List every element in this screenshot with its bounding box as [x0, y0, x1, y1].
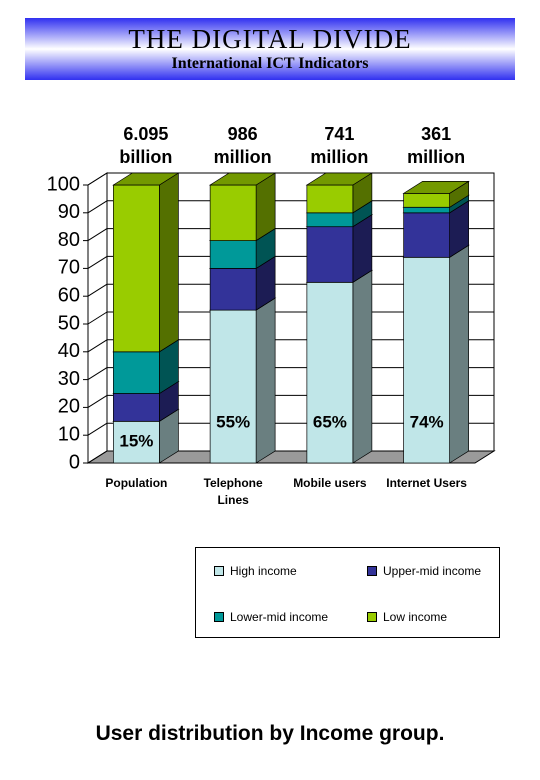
bar-front	[306, 281, 354, 464]
x-tick-label: Internet Users	[386, 476, 467, 490]
bar-front	[209, 309, 257, 464]
value-label: 74%	[410, 412, 444, 431]
bar-side	[255, 297, 276, 464]
y-tick-label: 30	[58, 368, 80, 390]
bar-top	[402, 180, 470, 194]
legend-label: Lower-mid income	[230, 610, 329, 624]
grid-line	[87, 367, 108, 381]
grid-line	[87, 255, 108, 269]
legend-item: Upper-mid income	[367, 564, 481, 578]
bar-top	[305, 172, 374, 186]
grid-line	[87, 339, 108, 353]
bar-front	[209, 268, 257, 311]
value-label: 15%	[119, 432, 153, 451]
bar-front	[306, 226, 354, 283]
chart-subtitle: International ICT Indicators	[171, 55, 369, 72]
grid-line	[87, 450, 108, 464]
grid-line	[87, 200, 108, 214]
legend-label: Low income	[383, 610, 448, 624]
caption: User distribution by Income group.	[95, 722, 445, 745]
bar-segment	[208, 172, 277, 242]
bar-top	[208, 172, 277, 186]
bar-front	[403, 192, 450, 208]
bar-front	[113, 393, 160, 422]
grid-line	[87, 311, 108, 325]
legend-swatch	[214, 566, 224, 576]
bar-top-label: 361 million	[407, 124, 466, 167]
legend-item: High income	[214, 564, 297, 578]
y-tick-label: 100	[47, 173, 80, 195]
legend-swatch	[214, 612, 224, 622]
y-tick-label: 40	[58, 340, 80, 362]
bar-front	[403, 206, 450, 214]
bar-front	[113, 184, 160, 353]
bar-side	[159, 172, 179, 353]
bar-top-label: 986 million	[213, 124, 272, 167]
y-tick-label: 60	[58, 284, 80, 306]
legend-swatch	[367, 566, 377, 576]
bar-front	[209, 240, 257, 269]
bar-top	[112, 172, 180, 186]
grid-line	[87, 394, 108, 408]
bar-front	[306, 184, 354, 214]
grid-line	[87, 172, 108, 186]
bar-front	[403, 256, 450, 464]
y-tick-label: 50	[58, 312, 80, 334]
y-tick-label: 80	[58, 229, 80, 251]
bar-side	[352, 269, 373, 464]
bar-front	[403, 212, 450, 258]
value-label: 65%	[313, 412, 347, 431]
grid-line	[87, 422, 108, 436]
x-tick-label: Population	[105, 476, 168, 490]
bar-top-label: 741 million	[310, 124, 369, 167]
header-band: THE DIGITAL DIVIDE International ICT Ind…	[25, 18, 515, 80]
legend-label: High income	[230, 564, 297, 578]
bar-side	[449, 244, 469, 464]
legend-swatch	[367, 612, 377, 622]
bar-segment	[305, 172, 374, 214]
grid-line	[87, 283, 108, 297]
y-tick-label: 90	[58, 201, 80, 223]
bar-front	[306, 212, 354, 228]
chart: 0 10 20 30 40 50 60 70 80 90 100 15% 55% 65% 74%	[47, 172, 496, 473]
bar-segment	[208, 297, 277, 464]
legend: High income Upper-mid income Lower-mid inc…	[195, 547, 500, 638]
bar-segment	[112, 172, 180, 353]
bar-front	[209, 184, 257, 241]
legend-label: Upper-mid income	[383, 564, 482, 578]
bar-front	[113, 351, 160, 394]
y-tick-label: 10	[58, 423, 80, 445]
y-tick-label: 20	[58, 396, 80, 418]
bar-segment	[402, 180, 470, 208]
legend-item: Lower-mid income	[214, 610, 328, 624]
chart-title: THE DIGITAL DIVIDE	[128, 24, 412, 54]
y-tick-label: 0	[69, 451, 80, 473]
value-label: 55%	[216, 412, 250, 431]
y-tick-label: 70	[58, 257, 80, 279]
legend-item: Low income	[367, 610, 447, 624]
bar-segment	[305, 269, 374, 464]
grid-line	[87, 228, 108, 242]
x-tick-label: Telephone Lines	[203, 476, 263, 507]
x-tick-label: Mobile users	[293, 476, 367, 490]
bar-top-label: 6.095 billion	[119, 124, 173, 167]
